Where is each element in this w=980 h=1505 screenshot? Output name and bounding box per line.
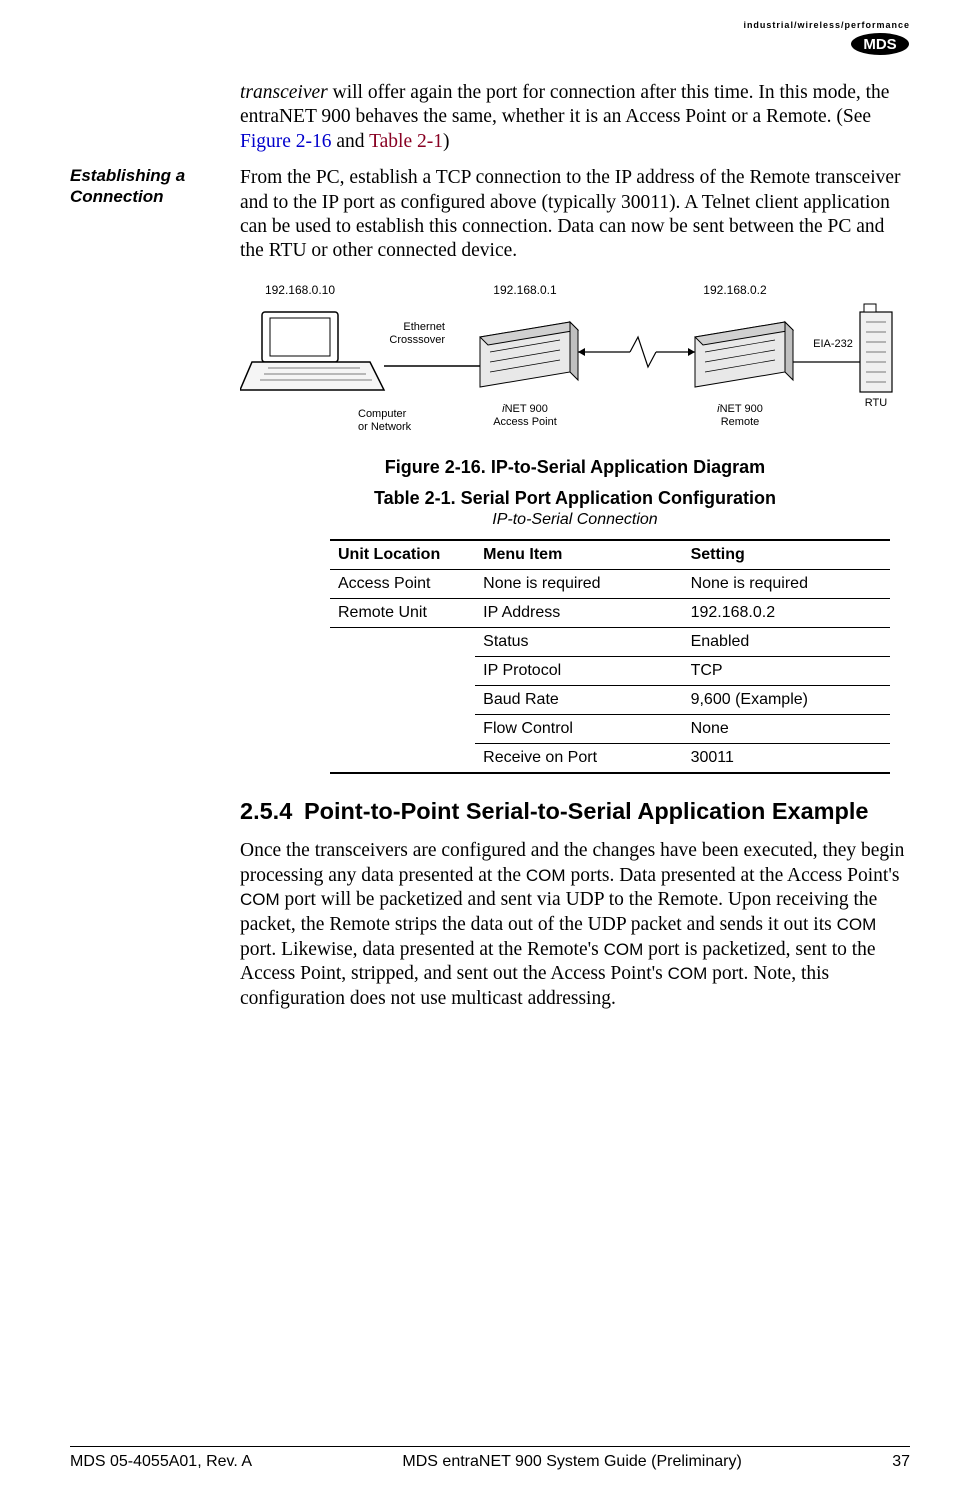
table-caption: Table 2-1. Serial Port Application Confi… xyxy=(240,488,910,509)
remote-device-icon xyxy=(695,322,793,387)
table-row: Flow ControlNone xyxy=(330,714,890,743)
table-row: Baud Rate9,600 (Example) xyxy=(330,685,890,714)
table-row: IP ProtocolTCP xyxy=(330,656,890,685)
section-heading: 2.5.4 Point-to-Point Serial-to-Serial Ap… xyxy=(240,798,910,826)
svg-text:Computer: Computer xyxy=(358,408,407,420)
table-cell: IP Address xyxy=(475,598,682,627)
table-cell xyxy=(330,656,475,685)
svg-text:iNET 900: iNET 900 xyxy=(717,403,763,415)
rtu-icon xyxy=(860,304,892,392)
table-cell: 9,600 (Example) xyxy=(683,685,890,714)
table-cell: None is required xyxy=(475,569,682,598)
network-diagram: 192.168.0.10 192.168.0.1 192.168.0.2 Com… xyxy=(240,282,900,447)
table-header-row: Unit Location Menu Item Setting xyxy=(330,540,890,570)
footer-center: MDS entraNET 900 System Guide (Prelimina… xyxy=(402,1453,741,1471)
config-table: Unit Location Menu Item Setting Access P… xyxy=(330,539,890,774)
table-row: StatusEnabled xyxy=(330,627,890,656)
table-header: Setting xyxy=(683,540,890,570)
access-point-icon xyxy=(480,322,578,387)
table-cell: Remote Unit xyxy=(330,598,475,627)
page-footer: MDS 05-4055A01, Rev. A MDS entraNET 900 … xyxy=(70,1446,910,1471)
svg-text:iNET 900: iNET 900 xyxy=(502,403,548,415)
table-cell xyxy=(330,743,475,773)
body-text: From the PC, establish a TCP connection … xyxy=(240,166,910,264)
table-cell: 30011 xyxy=(683,743,890,773)
svg-text:Access Point: Access Point xyxy=(493,416,557,428)
svg-text:192.168.0.10: 192.168.0.10 xyxy=(265,283,335,297)
table-cell: TCP xyxy=(683,656,890,685)
header-tagline: industrial/wireless/performance xyxy=(70,20,910,30)
paragraph-continuation: transceiver will offer again the port fo… xyxy=(70,81,910,154)
body-paragraph: Once the transceivers are configured and… xyxy=(240,839,910,1011)
table-cell xyxy=(330,685,475,714)
table-cell: Enabled xyxy=(683,627,890,656)
table-cell: None xyxy=(683,714,890,743)
table-cell: Access Point xyxy=(330,569,475,598)
svg-text:or Network: or Network xyxy=(358,421,412,433)
svg-text:192.168.0.2: 192.168.0.2 xyxy=(703,283,767,297)
table-cell: None is required xyxy=(683,569,890,598)
page-header: industrial/wireless/performance MDS xyxy=(70,20,910,61)
body-text: transceiver will offer again the port fo… xyxy=(240,81,910,154)
table-header: Menu Item xyxy=(475,540,682,570)
table-row: Receive on Port30011 xyxy=(330,743,890,773)
table-cell xyxy=(330,714,475,743)
svg-text:RTU: RTU xyxy=(865,397,887,409)
italic-word: transceiver xyxy=(240,82,328,103)
table-cell: Receive on Port xyxy=(475,743,682,773)
mds-logo-icon: MDS xyxy=(850,32,910,56)
figure-link[interactable]: Figure 2-16 xyxy=(240,131,332,152)
table-cell: Status xyxy=(475,627,682,656)
svg-text:MDS: MDS xyxy=(863,36,896,53)
table-row: Remote UnitIP Address192.168.0.2 xyxy=(330,598,890,627)
table-cell: Flow Control xyxy=(475,714,682,743)
table-header: Unit Location xyxy=(330,540,475,570)
table-link[interactable]: Table 2-1 xyxy=(369,131,443,152)
footer-right: 37 xyxy=(892,1453,910,1471)
svg-text:EIA-232: EIA-232 xyxy=(813,338,853,350)
section-establishing-connection: Establishing a Connection From the PC, e… xyxy=(70,166,910,264)
figure-caption: Figure 2-16. IP-to-Serial Application Di… xyxy=(240,457,910,478)
table-subcaption: IP-to-Serial Connection xyxy=(240,511,910,529)
svg-text:Remote: Remote xyxy=(721,416,760,428)
section-number: 2.5.4 xyxy=(240,798,304,826)
svg-text:Ethernet: Ethernet xyxy=(403,321,445,333)
table-row: Access PointNone is requiredNone is requ… xyxy=(330,569,890,598)
svg-text:192.168.0.1: 192.168.0.1 xyxy=(493,283,557,297)
side-heading: Establishing a Connection xyxy=(70,166,240,264)
svg-text:Crosssover: Crosssover xyxy=(389,334,445,346)
table-body: Access PointNone is requiredNone is requ… xyxy=(330,569,890,773)
table-cell: Baud Rate xyxy=(475,685,682,714)
laptop-icon xyxy=(240,312,384,390)
table-cell: IP Protocol xyxy=(475,656,682,685)
table-cell: 192.168.0.2 xyxy=(683,598,890,627)
footer-left: MDS 05-4055A01, Rev. A xyxy=(70,1453,252,1471)
section-title: Point-to-Point Serial-to-Serial Applicat… xyxy=(304,798,910,826)
wireless-link-icon xyxy=(578,337,695,367)
table-cell xyxy=(330,627,475,656)
